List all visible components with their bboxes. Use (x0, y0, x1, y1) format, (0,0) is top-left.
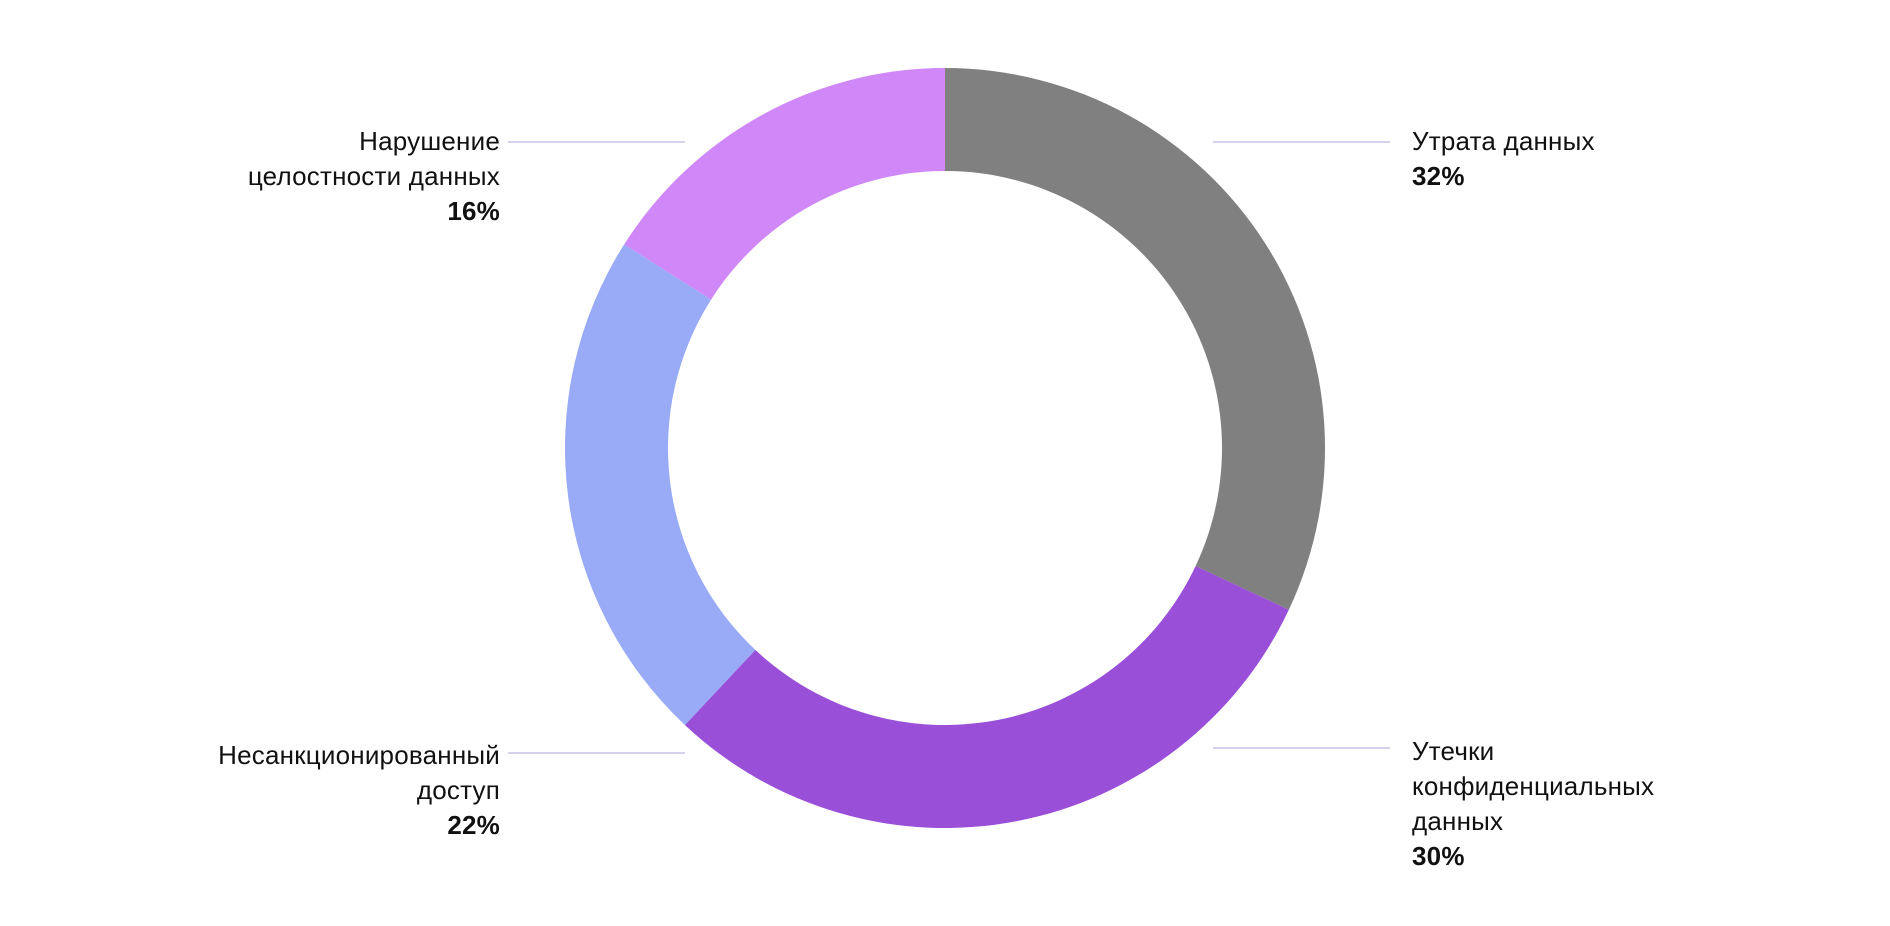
donut-slice-loss (945, 68, 1325, 610)
slice-name-line: Нарушение (359, 126, 500, 156)
slice-label-confidential-leaks: Утечки конфиденциальных данных 30% (1412, 734, 1654, 874)
slice-percent: 30% (1412, 841, 1465, 871)
slice-percent: 16% (447, 196, 500, 226)
donut-slice-unauthorized (565, 244, 756, 726)
slice-name-line: целостности данных (247, 161, 500, 191)
slice-label-integrity-violation: Нарушение целостности данных 16% (248, 124, 500, 229)
leader-lines (508, 141, 1390, 754)
slice-label-unauthorized-access: Несанкционированный доступ 22% (218, 738, 500, 843)
slice-name: Утрата данных (1412, 126, 1595, 156)
slice-name-line: доступ (416, 775, 500, 805)
slice-name-line: данных (1412, 806, 1504, 836)
slice-name-line: конфиденциальных (1412, 771, 1655, 801)
slice-percent: 22% (447, 810, 500, 840)
donut-slice-integrity (624, 68, 945, 300)
slice-name-line: Несанкционированный (218, 740, 500, 770)
slice-name-line: Утечки (1412, 736, 1495, 766)
slice-percent: 32% (1412, 161, 1465, 191)
slice-label-data-loss: Утрата данных 32% (1412, 124, 1595, 194)
donut-slice-leaks (684, 565, 1289, 829)
donut-slices (565, 68, 1325, 829)
